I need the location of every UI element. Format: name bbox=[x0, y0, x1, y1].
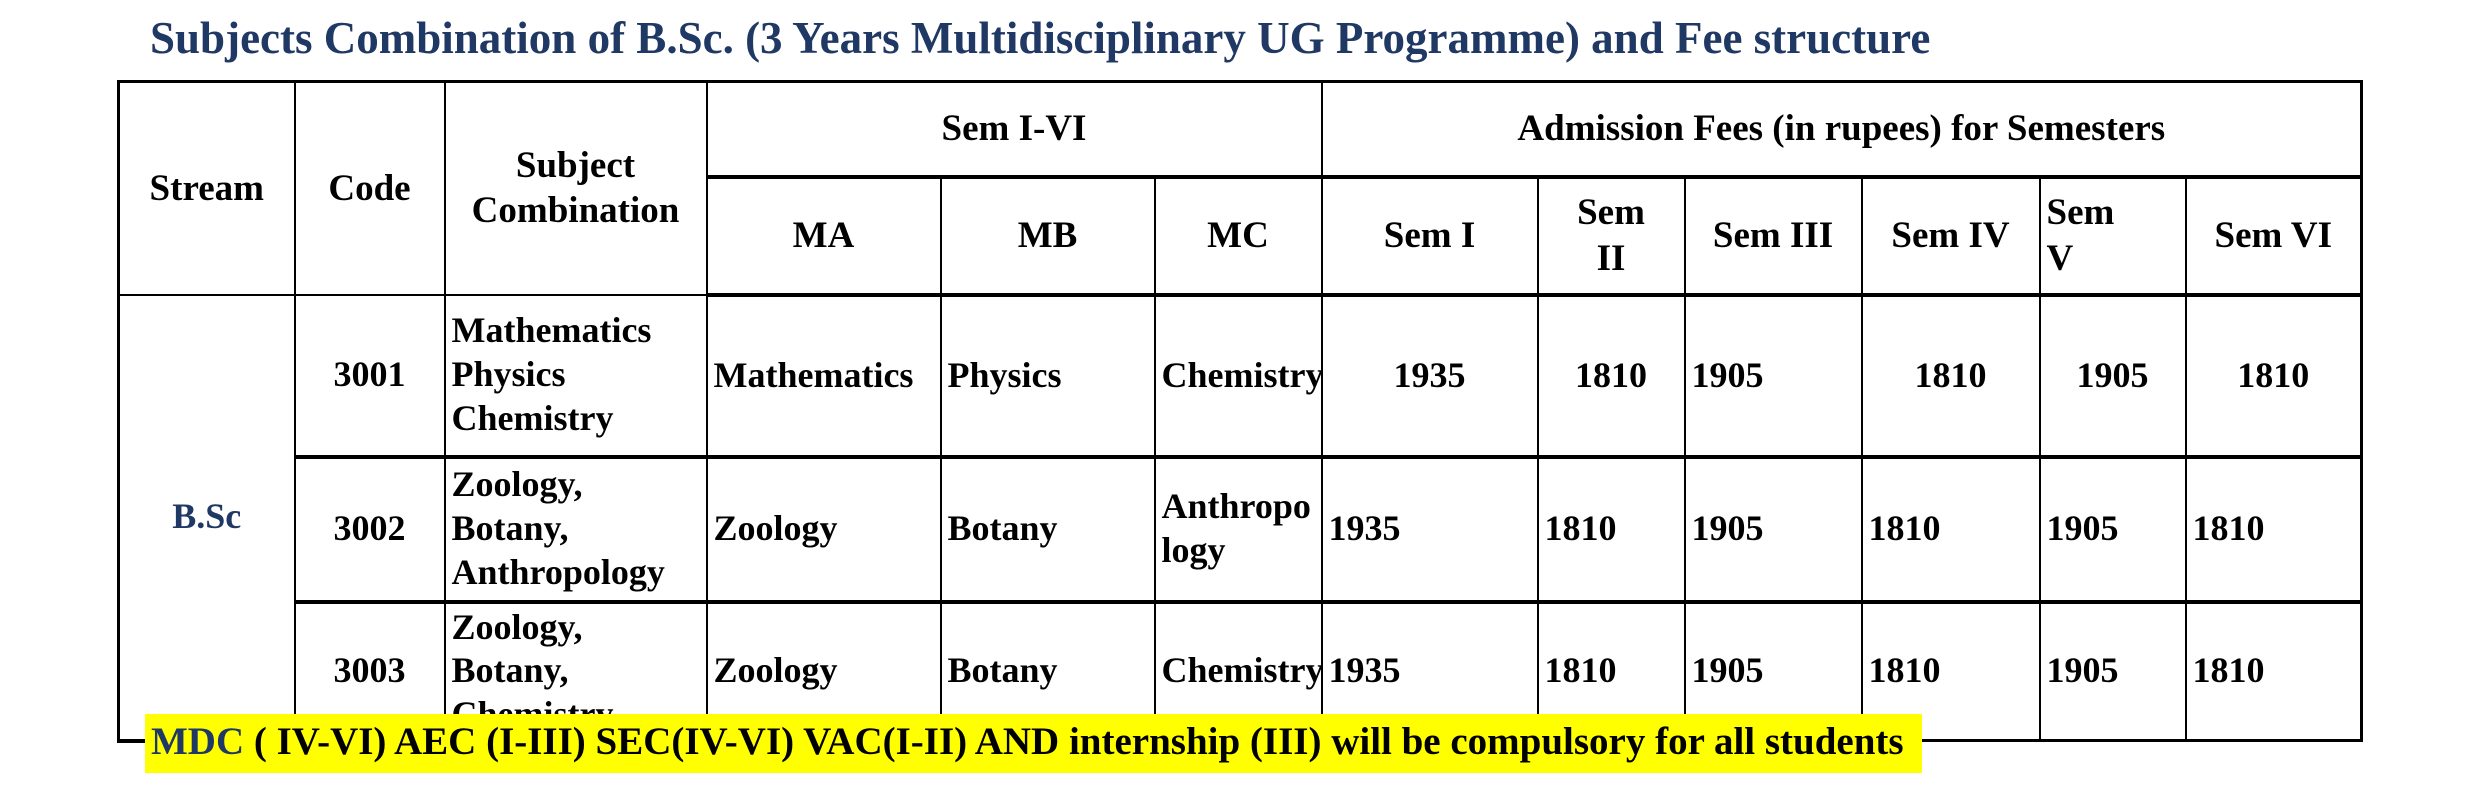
header-subject-combination: Subject Combination bbox=[443, 80, 708, 296]
fee-cell-sem1: 1935 bbox=[1320, 455, 1539, 604]
code-cell: 3002 bbox=[293, 455, 446, 604]
fee-cell-sem5: 1905 bbox=[2038, 455, 2187, 604]
fee-cell-sem3: 1905 bbox=[1683, 455, 1863, 604]
table-row: B.Sc 3001 Mathematics Physics Chemistry … bbox=[117, 293, 2363, 743]
header-sem-4: Sem IV bbox=[1860, 175, 2041, 297]
fee-cell-sem2: 1810 bbox=[1536, 293, 1686, 459]
subject-combination-cell: Mathematics Physics Chemistry bbox=[443, 293, 708, 459]
note-prefix: MDC bbox=[151, 720, 245, 763]
stream-value: B.Sc bbox=[117, 293, 296, 743]
header-mc: MC bbox=[1153, 175, 1323, 297]
ma-cell: Zoology bbox=[705, 455, 942, 604]
ma-cell: Mathematics bbox=[705, 293, 942, 459]
header-ma: MA bbox=[705, 175, 942, 297]
fee-cell-sem4: 1810 bbox=[1860, 293, 2041, 459]
fees-table: Stream Code Subject Combination Sem I-VI… bbox=[117, 80, 2364, 743]
mc-cell: Chemistry bbox=[1153, 293, 1323, 459]
table-row: 3002 Zoology, Botany, Anthropology Zoolo… bbox=[119, 455, 2363, 604]
fee-cell-sem5: 1905 bbox=[2038, 600, 2187, 742]
fee-cell-sem6: 1810 bbox=[2184, 600, 2363, 742]
header-sem-1: Sem I bbox=[1320, 175, 1539, 297]
compulsory-note: MDC ( IV-VI) AEC (I-III) SEC(IV-VI) VAC(… bbox=[145, 714, 1922, 773]
header-sem-2: Sem II bbox=[1536, 175, 1686, 297]
code-cell: 3001 bbox=[293, 293, 446, 459]
header-sem-group: Sem I-VI bbox=[705, 80, 1323, 179]
header-sem-6: Sem VI bbox=[2184, 175, 2363, 297]
page-title: Subjects Combination of B.Sc. (3 Years M… bbox=[150, 13, 1931, 63]
fee-cell-sem2: 1810 bbox=[1536, 455, 1686, 604]
subject-combination-cell: Zoology, Botany, Anthropology bbox=[443, 455, 708, 604]
fee-cell-sem4: 1810 bbox=[1860, 600, 2041, 742]
note-rest: ( IV-VI) AEC (I-III) SEC(IV-VI) VAC(I-II… bbox=[244, 720, 1904, 763]
header-stream: Stream bbox=[117, 80, 296, 296]
header-mb: MB bbox=[939, 175, 1156, 297]
fee-cell-sem3: 1905 bbox=[1683, 293, 1863, 459]
header-row-groups: Stream Code Subject Combination Sem I-VI… bbox=[117, 80, 2363, 296]
fee-cell-sem6: 1810 bbox=[2184, 293, 2363, 459]
mb-cell: Physics bbox=[939, 293, 1156, 459]
mb-cell: Botany bbox=[939, 455, 1156, 604]
fee-cell-sem6: 1810 bbox=[2184, 455, 2363, 604]
header-fees-group: Admission Fees (in rupees) for Semesters bbox=[1320, 80, 2363, 179]
header-row-columns: MA MB MC Sem I Sem II Sem III Sem IV Sem… bbox=[119, 175, 2363, 297]
fee-cell-sem5: 1905 bbox=[2038, 293, 2187, 459]
mc-cell: Anthropology bbox=[1153, 455, 1323, 604]
fee-cell-sem1: 1935 bbox=[1320, 293, 1539, 459]
header-sem-5: Sem V bbox=[2038, 175, 2187, 297]
fee-cell-sem4: 1810 bbox=[1860, 455, 2041, 604]
header-sem-3: Sem III bbox=[1683, 175, 1863, 297]
header-code: Code bbox=[293, 80, 446, 296]
